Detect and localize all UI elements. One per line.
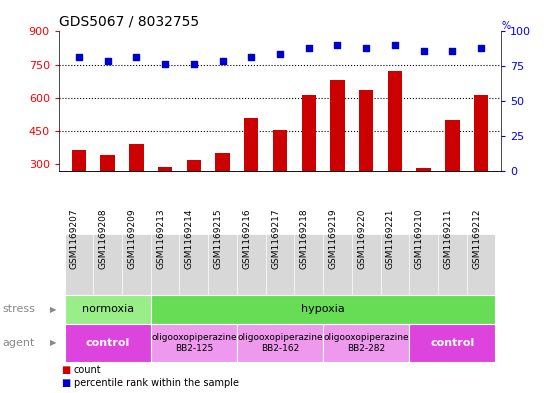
Bar <box>445 120 460 231</box>
Text: GSM1169220: GSM1169220 <box>357 208 366 269</box>
Point <box>132 53 141 60</box>
Point <box>161 61 170 67</box>
Point <box>477 45 486 51</box>
Text: %: % <box>501 21 510 31</box>
Point <box>74 53 83 60</box>
Text: GSM1169210: GSM1169210 <box>414 208 423 269</box>
Text: GSM1169218: GSM1169218 <box>300 208 309 269</box>
Text: ▶: ▶ <box>49 305 56 314</box>
Text: GSM1169212: GSM1169212 <box>472 208 481 269</box>
Text: GSM1169221: GSM1169221 <box>386 208 395 269</box>
Text: GSM1169214: GSM1169214 <box>185 208 194 269</box>
Bar <box>388 71 402 231</box>
Text: count: count <box>74 365 101 375</box>
Point <box>218 58 227 64</box>
Bar <box>216 153 230 231</box>
Bar <box>129 144 143 231</box>
Bar <box>301 95 316 231</box>
Bar <box>100 156 115 231</box>
Text: GSM1169211: GSM1169211 <box>444 208 452 269</box>
Point <box>304 45 313 51</box>
Point <box>448 48 457 54</box>
Text: ■: ■ <box>62 365 71 375</box>
Text: oligooxopiperazine
BB2-162: oligooxopiperazine BB2-162 <box>237 333 323 353</box>
Text: oligooxopiperazine
BB2-125: oligooxopiperazine BB2-125 <box>151 333 237 353</box>
Point <box>247 53 256 60</box>
Point <box>276 51 284 57</box>
Text: GSM1169217: GSM1169217 <box>271 208 280 269</box>
Bar <box>186 160 201 231</box>
Text: GSM1169215: GSM1169215 <box>213 208 222 269</box>
Text: GDS5067 / 8032755: GDS5067 / 8032755 <box>59 15 199 29</box>
Bar <box>158 167 172 231</box>
Bar <box>273 130 287 231</box>
Text: GSM1169209: GSM1169209 <box>127 208 137 269</box>
Text: stress: stress <box>3 305 36 314</box>
Text: control: control <box>430 338 474 348</box>
Text: percentile rank within the sample: percentile rank within the sample <box>74 378 239 388</box>
Text: control: control <box>86 338 130 348</box>
Text: GSM1169216: GSM1169216 <box>242 208 251 269</box>
Point <box>362 45 371 51</box>
Text: ■: ■ <box>62 378 71 388</box>
Text: hypoxia: hypoxia <box>301 305 345 314</box>
Point <box>103 58 112 64</box>
Text: ▶: ▶ <box>49 338 56 347</box>
Text: GSM1169207: GSM1169207 <box>70 208 79 269</box>
Point <box>333 42 342 48</box>
Point <box>189 61 198 67</box>
Bar <box>330 80 344 231</box>
Bar <box>417 168 431 231</box>
Text: GSM1169208: GSM1169208 <box>99 208 108 269</box>
Point <box>390 42 399 48</box>
Bar <box>244 118 259 231</box>
Point <box>419 48 428 54</box>
Text: normoxia: normoxia <box>82 305 134 314</box>
Text: agent: agent <box>3 338 35 348</box>
Text: oligooxopiperazine
BB2-282: oligooxopiperazine BB2-282 <box>323 333 409 353</box>
Text: GSM1169219: GSM1169219 <box>329 208 338 269</box>
Bar <box>474 95 488 231</box>
Text: GSM1169213: GSM1169213 <box>156 208 165 269</box>
Bar <box>359 90 374 231</box>
Bar <box>72 150 86 231</box>
